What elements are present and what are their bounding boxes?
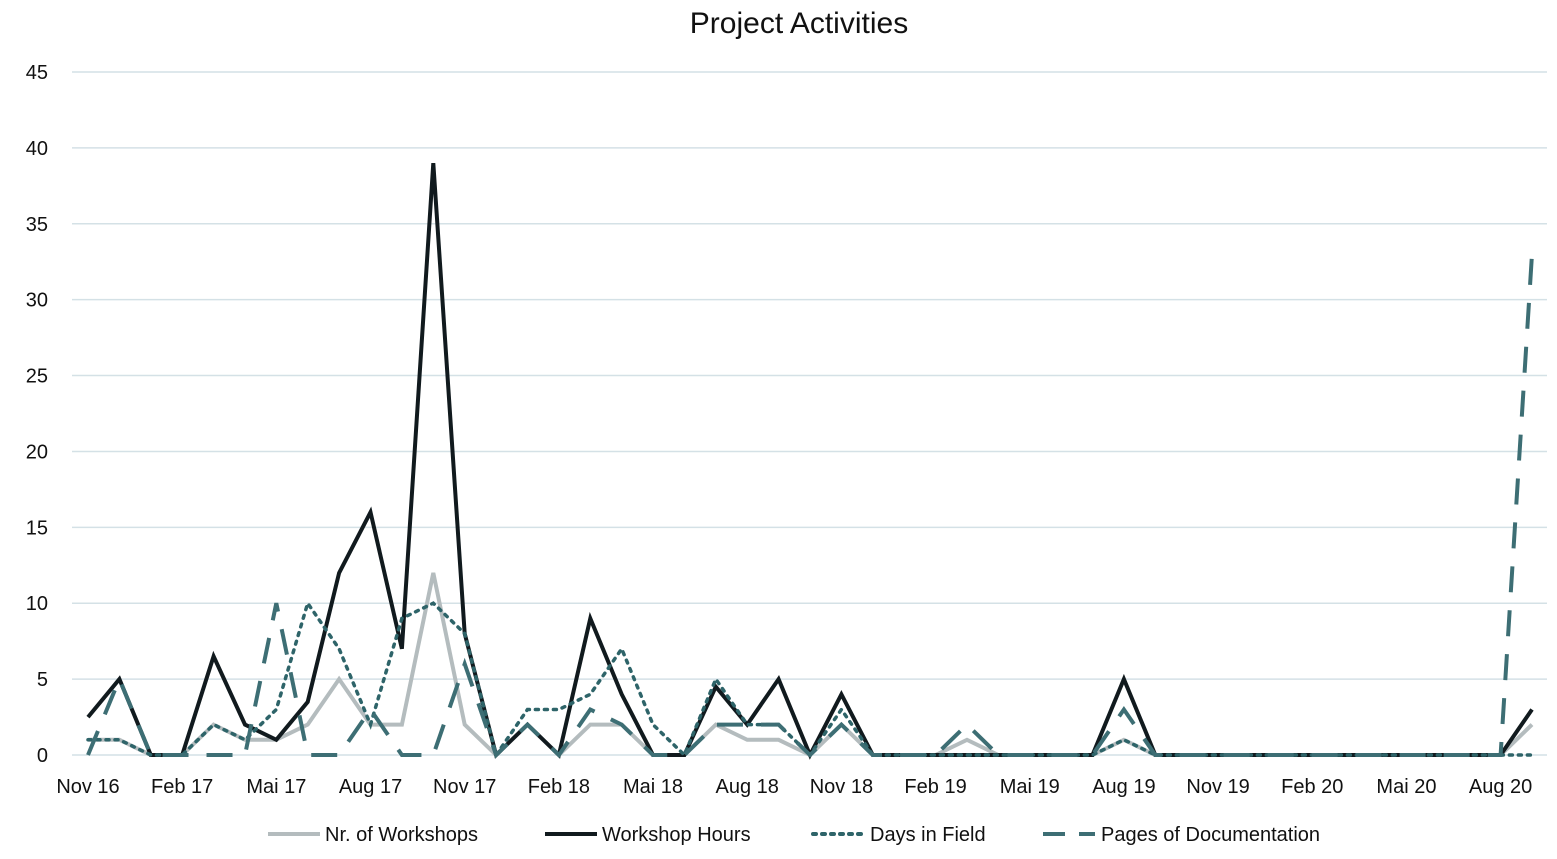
x-tick-label: Feb 18: [528, 776, 590, 798]
y-tick-label: 25: [26, 366, 48, 388]
y-tick-label: 30: [26, 290, 48, 312]
x-tick-label: Feb 20: [1281, 776, 1343, 798]
series-line-2: [86, 162, 1534, 760]
x-tick-label: Feb 19: [904, 776, 966, 798]
x-tick-label: Nov 19: [1186, 776, 1249, 798]
x-tick-label: Aug 17: [339, 776, 402, 798]
x-tick-label: Mai 17: [246, 776, 306, 798]
x-tick-label: Mai 18: [623, 776, 683, 798]
x-tick-label: Feb 17: [151, 776, 213, 798]
legend-label: Pages of Documentation: [1101, 824, 1320, 846]
x-axis-ticks: Nov 16 Feb 17 Mai 17 Aug 17 Nov 17 Feb 18 Mai …: [56, 776, 1532, 798]
x-tick-label: Mai 19: [1000, 776, 1060, 798]
y-tick-label: 35: [26, 214, 48, 236]
legend-label: Days in Field: [870, 824, 986, 846]
legend: Nr. of Workshops Workshop Hours Days in Fi…: [268, 824, 1320, 846]
y-tick-label: 20: [26, 441, 48, 463]
legend-label: Nr. of Workshops: [325, 824, 478, 846]
x-tick-label: Nov 17: [433, 776, 496, 798]
y-tick-label: 40: [26, 138, 48, 160]
x-tick-label: Mai 20: [1376, 776, 1436, 798]
x-tick-label: Aug 18: [716, 776, 779, 798]
chart-title: Project Activities: [690, 7, 908, 40]
x-tick-label: Nov 18: [810, 776, 873, 798]
x-tick-label: Aug 20: [1469, 776, 1532, 798]
gridlines: [72, 71, 1547, 756]
y-tick-label: 5: [37, 669, 48, 691]
y-tick-label: 0: [37, 745, 48, 767]
series-line-4: [86, 253, 1534, 759]
x-tick-label: Aug 19: [1092, 776, 1155, 798]
series-lines: [86, 162, 1534, 760]
y-tick-label: 45: [26, 62, 48, 84]
x-tick-label: Nov 16: [56, 776, 119, 798]
series-line-1: [88, 572, 1534, 758]
legend-label: Workshop Hours: [602, 824, 751, 846]
y-tick-label: 10: [26, 593, 48, 615]
y-tick-label: 15: [26, 517, 48, 539]
y-axis-ticks: 0 5 10 15 20 25 30 35 40 45: [26, 62, 48, 767]
